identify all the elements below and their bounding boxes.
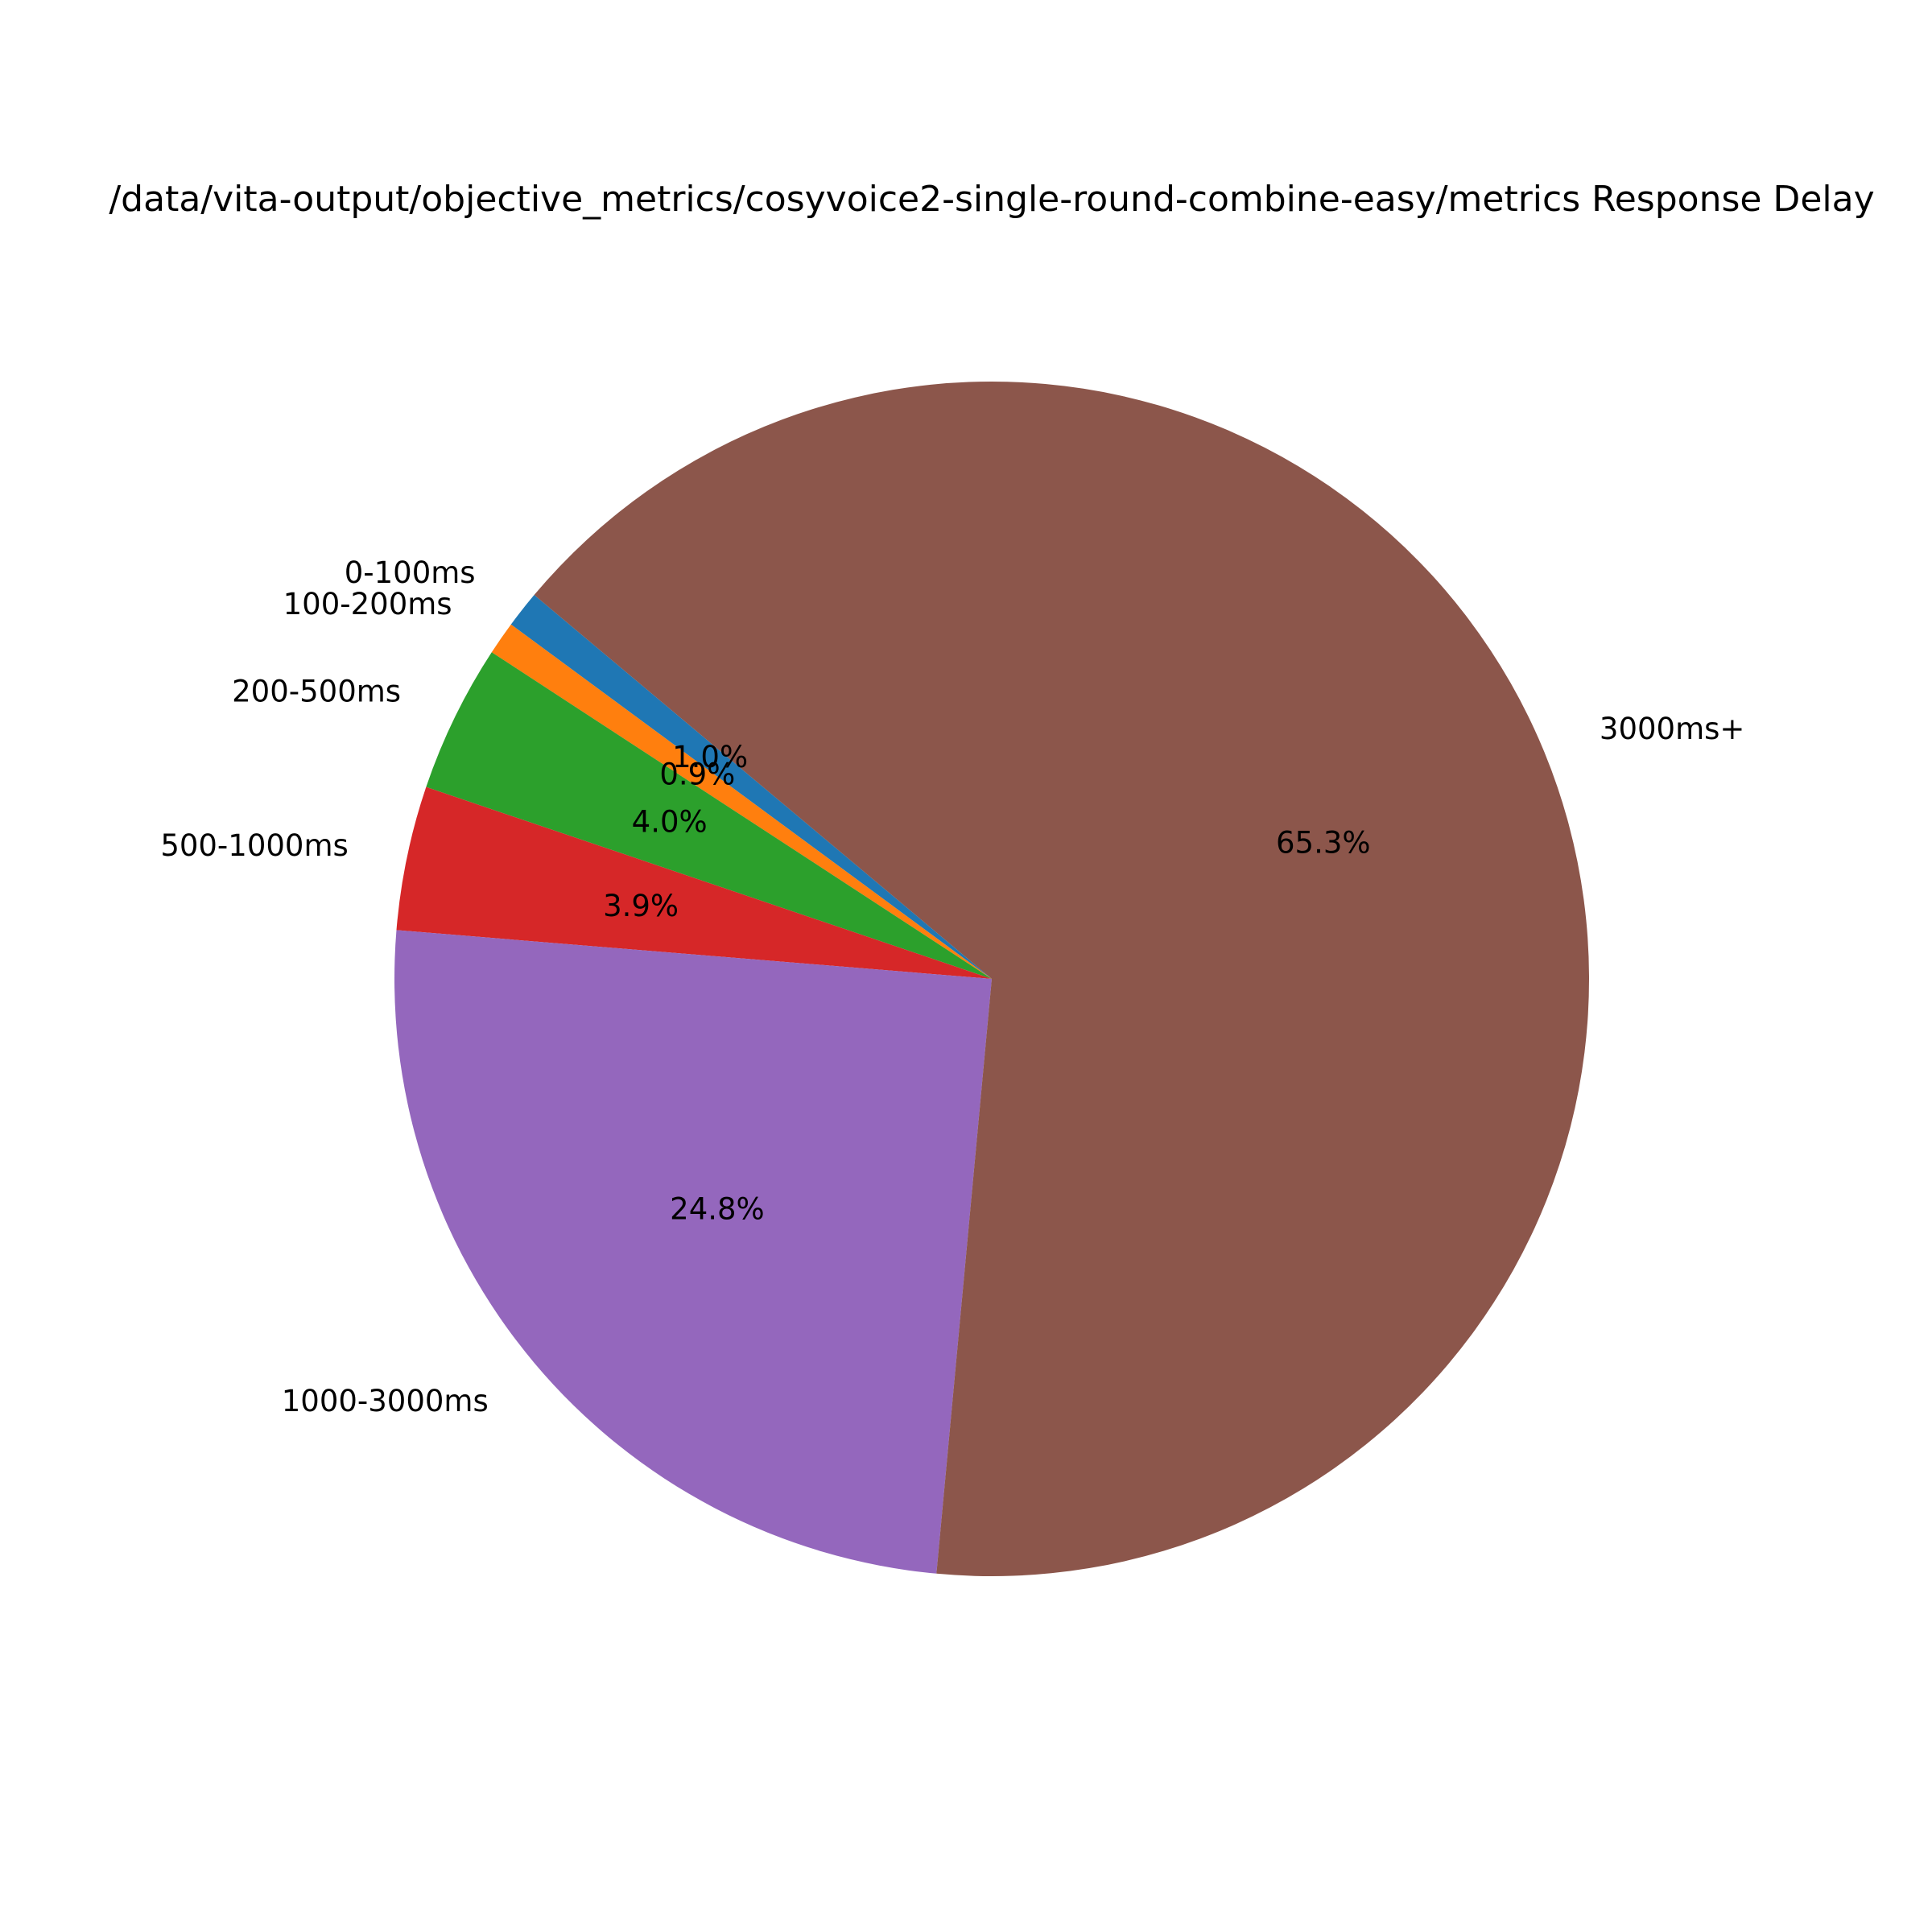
pct-label-1000-3000ms: 24.8% bbox=[670, 1192, 765, 1227]
pie-slices bbox=[394, 381, 1590, 1576]
slice-label-3000ms: 3000ms+ bbox=[1600, 712, 1744, 746]
pie-slice-1000-3000ms bbox=[394, 930, 992, 1574]
slice-label-500-1000ms: 500-1000ms bbox=[160, 828, 348, 863]
slice-label-1000-3000ms: 1000-3000ms bbox=[282, 1384, 489, 1418]
pct-label-200-500ms: 4.0% bbox=[632, 805, 708, 840]
pie-slice-200-500ms bbox=[426, 652, 992, 979]
pct-label-500-1000ms: 3.9% bbox=[603, 889, 679, 923]
chart-title: /data/vita-output/objective_metrics/cosy… bbox=[109, 179, 1874, 220]
pie-slice-100-200ms bbox=[491, 624, 992, 979]
pie-slice-3000ms bbox=[534, 381, 1590, 1576]
pct-label-100-200ms: 0.9% bbox=[659, 758, 735, 792]
percent-labels: 1.0%0.9% 4.0% 3.9% 24.8% 65.3% bbox=[603, 740, 1370, 1226]
slice-label-200-500ms: 200-500ms bbox=[232, 674, 401, 708]
pie-slice-0-100ms bbox=[510, 595, 992, 979]
pct-label-3000ms: 65.3% bbox=[1276, 825, 1371, 860]
slice-label-0-100ms: 0-100ms bbox=[345, 555, 476, 590]
pct-label-0-100ms: 1.0% bbox=[672, 740, 748, 774]
slice-label-100-200ms: 100-200ms bbox=[283, 587, 452, 621]
pie-slice-500-1000ms bbox=[396, 786, 992, 979]
